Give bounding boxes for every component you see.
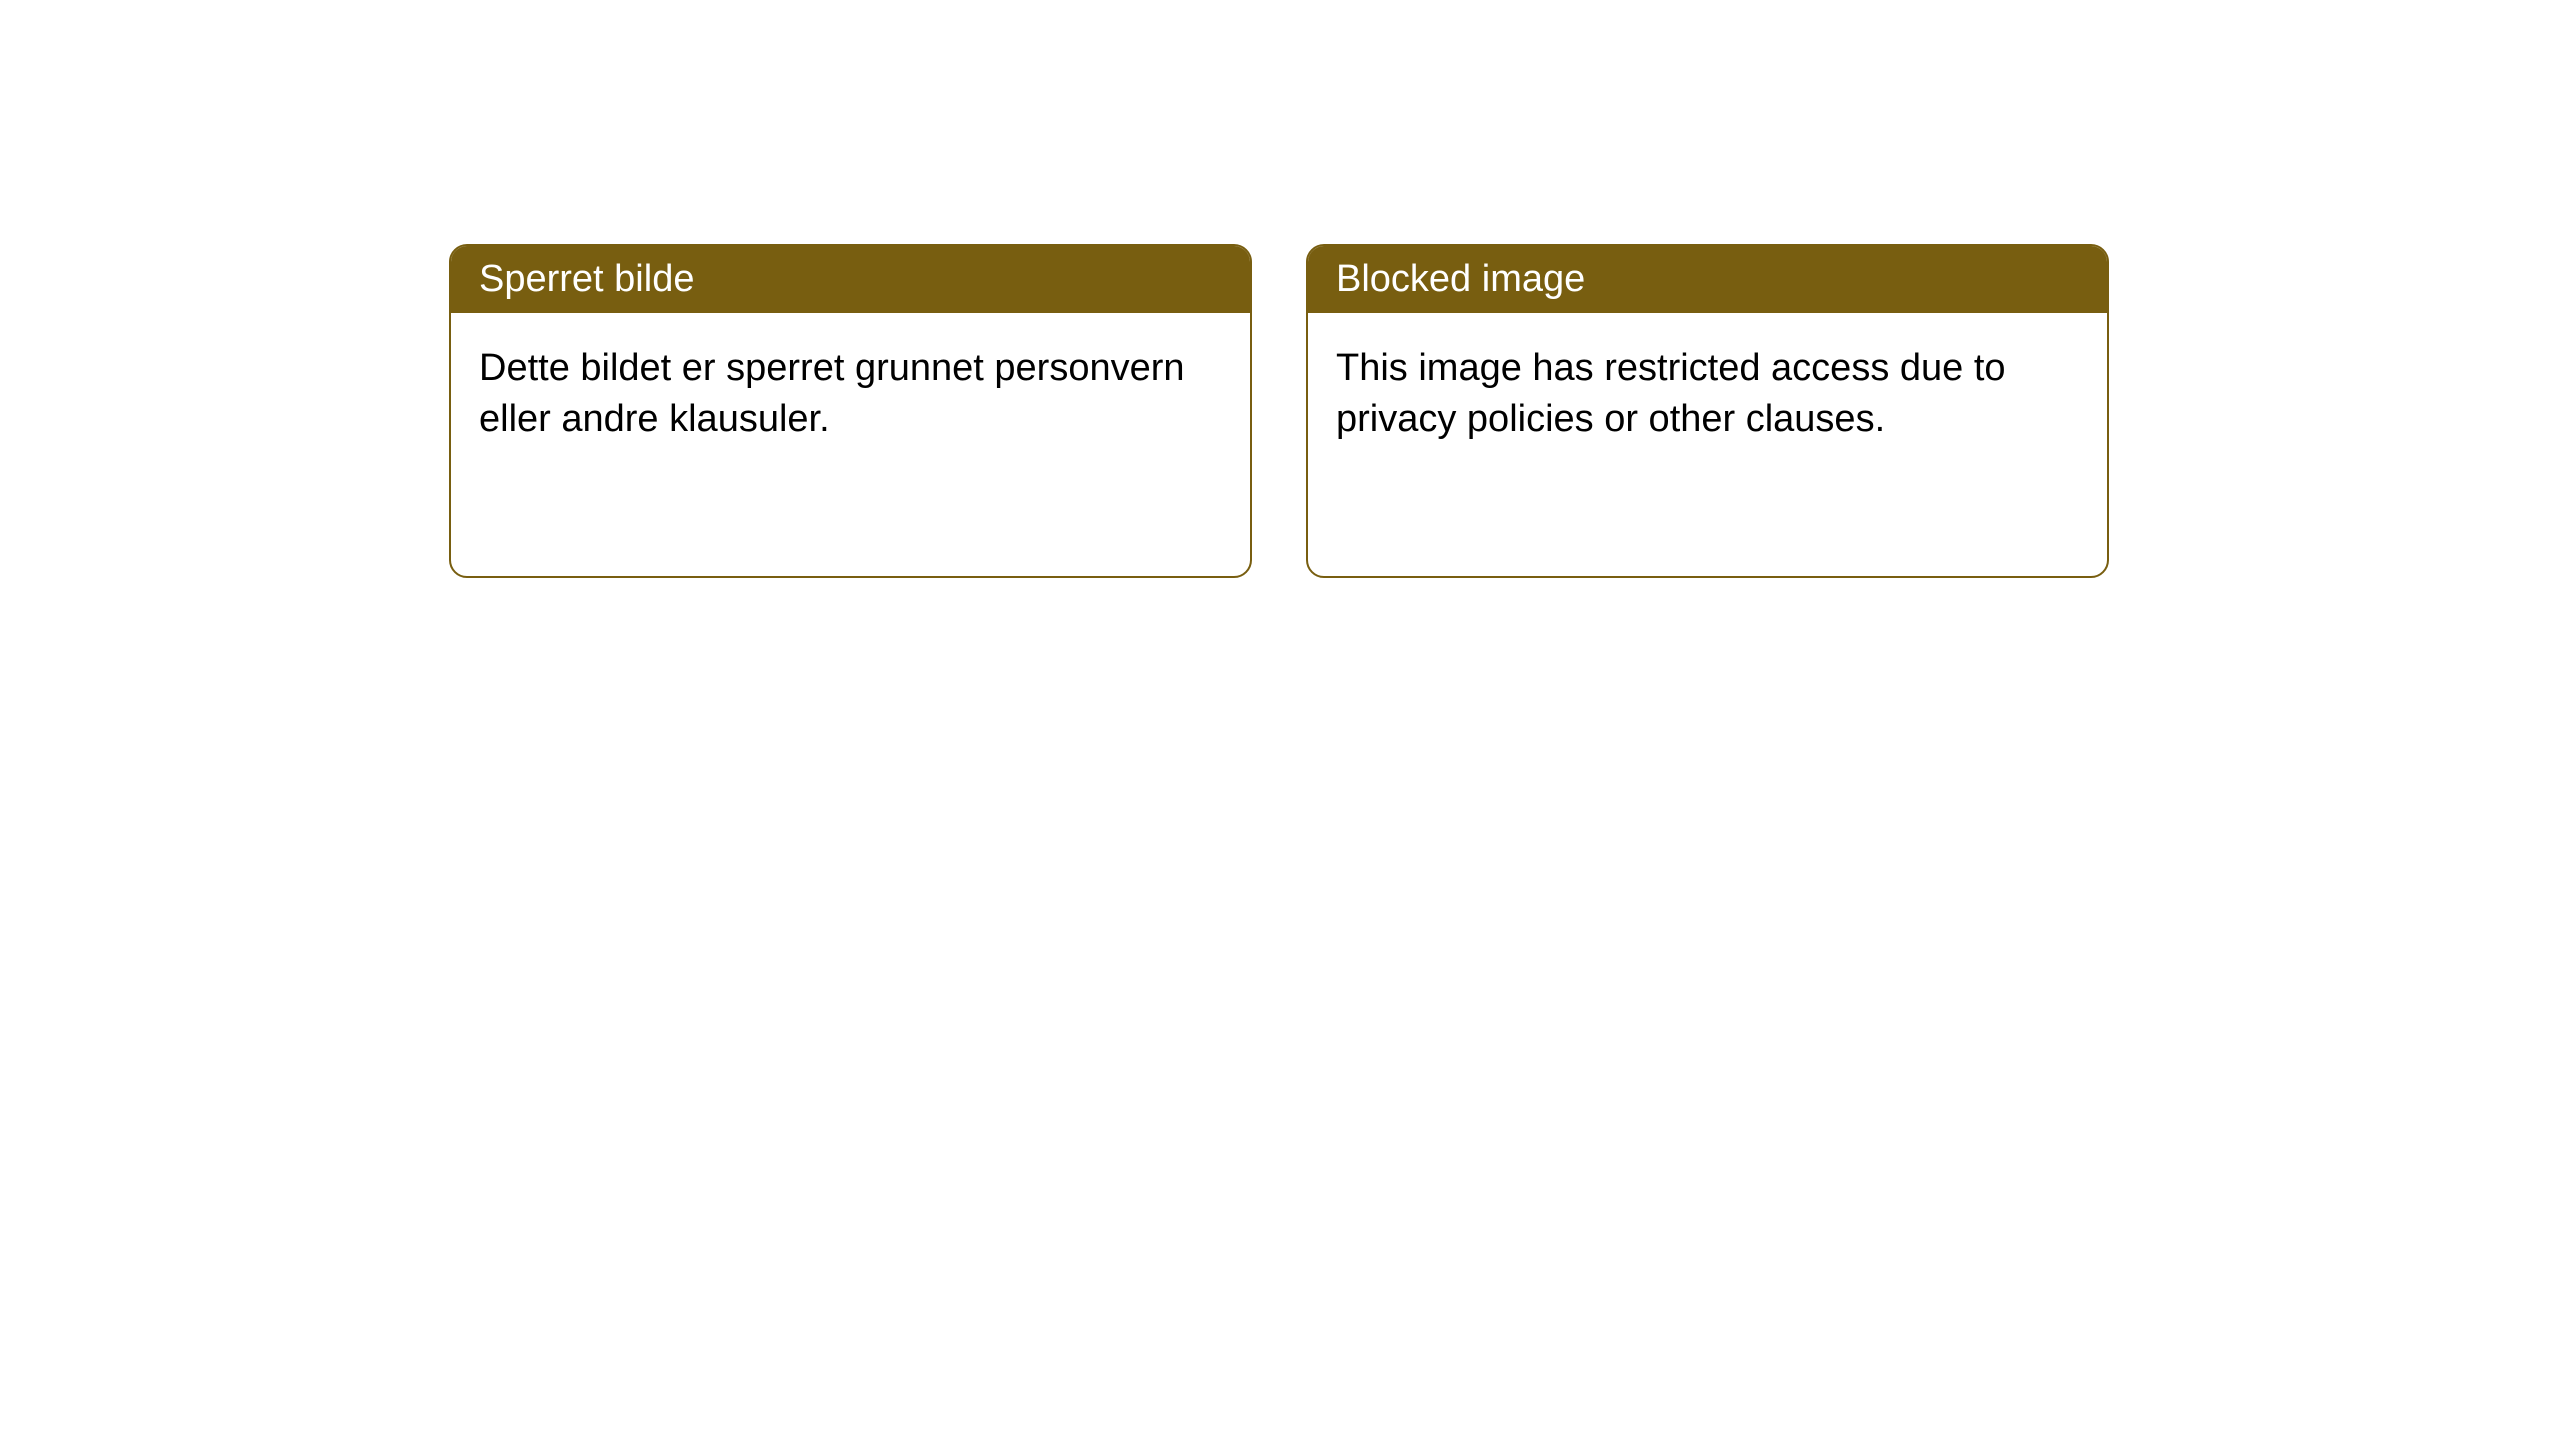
blocked-image-card-no: Sperret bilde Dette bildet er sperret gr…: [449, 244, 1252, 578]
card-body-en: This image has restricted access due to …: [1308, 313, 2107, 476]
card-title-no: Sperret bilde: [479, 258, 694, 300]
card-title-en: Blocked image: [1336, 258, 1585, 300]
blocked-image-card-en: Blocked image This image has restricted …: [1306, 244, 2109, 578]
card-body-no: Dette bildet er sperret grunnet personve…: [451, 313, 1250, 476]
card-header-no: Sperret bilde: [451, 246, 1250, 313]
blocked-image-cards: Sperret bilde Dette bildet er sperret gr…: [449, 244, 2109, 578]
card-header-en: Blocked image: [1308, 246, 2107, 313]
card-text-en: This image has restricted access due to …: [1336, 343, 2079, 446]
card-text-no: Dette bildet er sperret grunnet personve…: [479, 343, 1222, 446]
